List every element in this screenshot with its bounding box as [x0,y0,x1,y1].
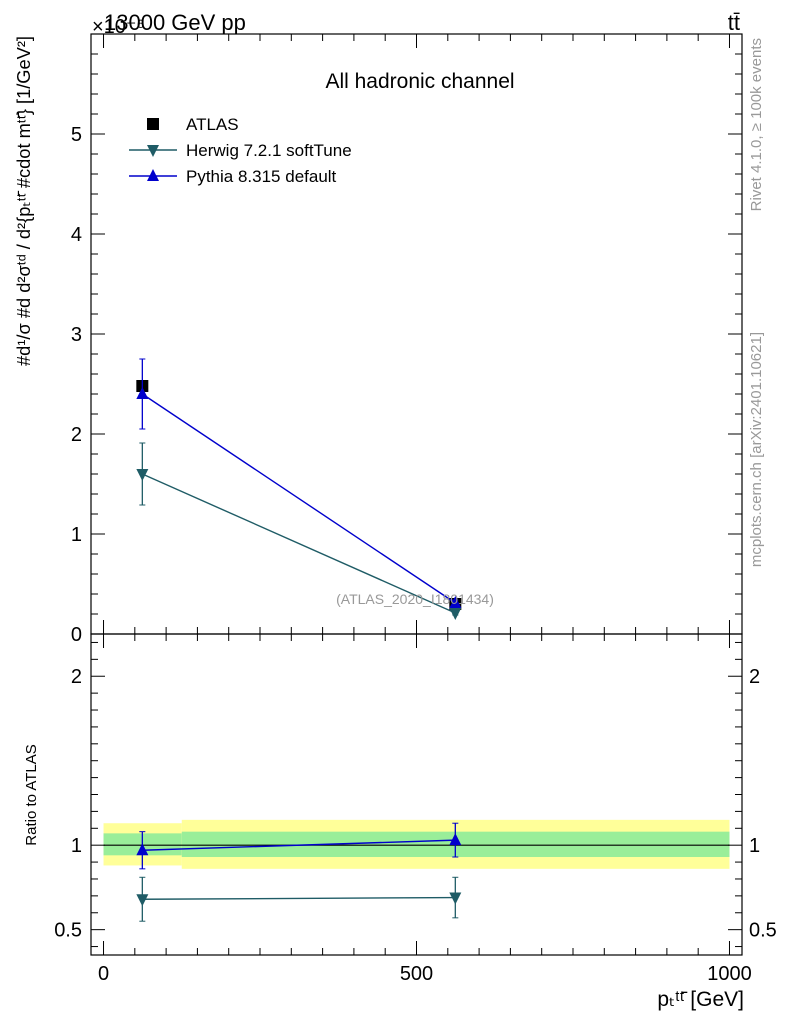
ratio-panel: 0.5 0.5 1 1 2 2 0 500 1000 [54,633,777,985]
ratio-y-axis-label: Ratio to ATLAS [23,744,40,845]
legend-entry: Herwig 7.2.1 softTune [129,141,352,160]
x-tick-label: 1000 [707,963,752,985]
legend-label: Herwig 7.2.1 softTune [186,141,352,160]
ratio-y-tick-label-right: 1 [749,835,760,857]
rivet-label: Rivet 4.1.0, ≥ 100k events [748,38,765,211]
ratio-point [449,833,462,846]
ratio-y-tick-label-right: 0.5 [749,920,777,942]
series-line [141,393,456,604]
mcplots-label: mcplots.cern.ch [arXiv:2401.10621] [748,332,765,567]
axis-exponent: ×10⁻⁶ [92,16,145,38]
legend-label: ATLAS [186,115,239,134]
process-label: tt̄ [728,10,740,35]
legend-entry: ATLAS [147,115,239,134]
ratio-series-herwig-7-2-1-softtune [136,876,462,922]
data-point [449,596,462,608]
series-line [142,473,456,614]
y-tick-label: 2 [71,424,82,446]
x-axis-label: pₜᵗᵗ̄ [GeV] [657,988,744,1011]
ratio-point [136,843,149,856]
ratio-line [142,896,456,900]
ratio-point [449,892,462,905]
data-point [136,469,149,481]
data-point [136,387,149,399]
ratio-y-tick-label: 0.5 [54,920,82,942]
series-herwig-7-2-1-softtune [136,442,462,620]
ratio-line [142,839,456,851]
y-tick-label: 5 [71,124,82,146]
y-tick-label: 3 [71,324,82,346]
data-point [449,608,462,620]
ratio-frame [90,633,743,956]
watermark: (ATLAS_2020_I1801434) [336,591,494,607]
ratio-point [136,894,149,907]
series-pythia-8-315-default [136,358,462,608]
chart-title: All hadronic channel [325,70,514,93]
ratio-series-pythia-8-315-default [136,822,462,870]
legend: ATLAS Herwig 7.2.1 softTune Pythia 8.315 d… [129,115,352,186]
y-tick-label: 1 [71,524,82,546]
x-tick-label: 0 [98,963,109,985]
ratio-y-tick-label: 1 [71,835,82,857]
y-tick-label: 0 [71,624,82,646]
ratio-y-tick-label-right: 2 [749,666,760,688]
legend-label: Pythia 8.315 default [186,167,337,186]
legend-entry: Pythia 8.315 default [129,167,337,186]
x-tick-label: 500 [400,963,433,985]
energy-label: 13000 GeV pp [104,10,246,35]
ratio-y-tick-label: 2 [71,666,82,688]
main-panel: 0 1 2 3 4 5 [71,33,743,646]
legend-marker [147,118,159,130]
y-tick-label: 4 [71,224,82,246]
legend-marker [147,169,159,181]
labels: 13000 GeV pp tt̄ ×10⁻⁶ All hadronic chan… [14,10,765,1011]
series-atlas [136,380,462,610]
y-axis-label: #d¹/σ #d d²σᵗᵈ / d²{pₜᵗᵗ̄ #cdot mᵗᵗ̄} [1… [14,36,34,366]
legend-marker [147,145,159,157]
